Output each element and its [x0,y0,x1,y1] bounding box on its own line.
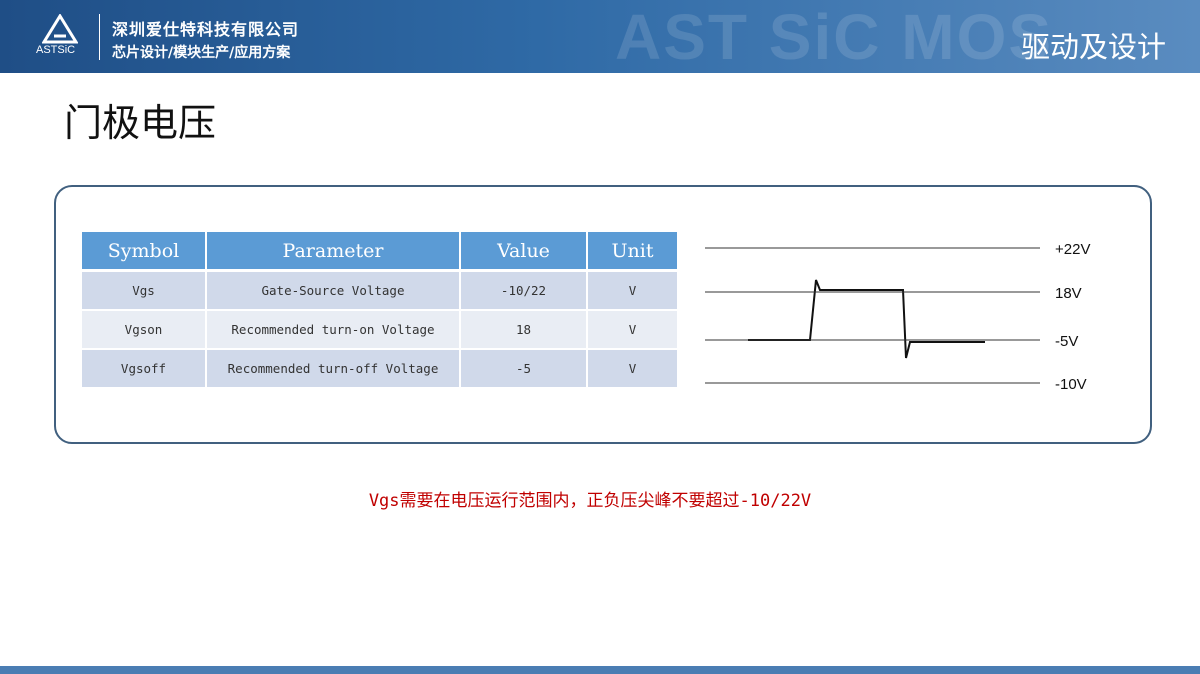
column-header: Parameter [206,232,461,272]
logo-icon [42,14,78,44]
company-tagline: 芯片设计/模块生产/应用方案 [112,45,291,61]
table-cell: V [587,270,679,311]
section-title: 驱动及设计 [1020,30,1166,64]
table-cell: -5 [460,349,588,389]
level-label: -5V [1055,333,1078,350]
table-cell: -10/22 [460,270,588,311]
table-row: Vgs Gate-Source Voltage -10/22 V [82,270,679,311]
table-cell: Recommended turn-on Voltage [206,310,461,350]
table-body: Vgs Gate-Source Voltage -10/22 V Vgson Recomm… [82,270,679,389]
column-header: Symbol [82,232,207,272]
table-row: Vgsoff Recommended turn-off Voltage -5 V [82,349,679,389]
gate-waveform [748,279,985,359]
divider [99,14,100,60]
level-label: 18V [1055,285,1082,302]
table-cell: V [587,349,679,389]
table-cell: Vgsoff [82,349,207,389]
table-cell: Vgson [82,310,207,350]
content-box [54,185,1152,444]
slide-title: 门极电压 [64,101,217,145]
header-row: Symbol Parameter Value Unit [82,232,679,272]
column-header: Unit [587,232,679,272]
table-cell: 18 [460,310,588,350]
logo-text: ASTSiC [36,44,76,56]
company-name: 深圳爱仕特科技有限公司 [112,20,300,39]
table-cell: Gate-Source Voltage [206,270,461,311]
waveform-diagram: +22V 18V -5V -10V [705,241,1090,393]
table-cell: Recommended turn-off Voltage [206,349,461,389]
note: Vgs需要在电压运行范围内，正负压尖峰不要超过-10/22V [368,491,812,511]
header-bar [0,0,1200,73]
watermark: AST SiC MOS [615,1,1054,73]
table-cell: Vgs [82,270,207,311]
table-row: Vgson Recommended turn-on Voltage 18 V [82,310,679,350]
footer-bar [0,666,1200,674]
parameter-table: Symbol Parameter Value Unit Vgs Gate-Source … [82,232,679,389]
table-cell: V [587,310,679,350]
level-label: +22V [1055,241,1090,258]
column-header: Value [460,232,588,272]
level-label: -10V [1055,376,1087,393]
